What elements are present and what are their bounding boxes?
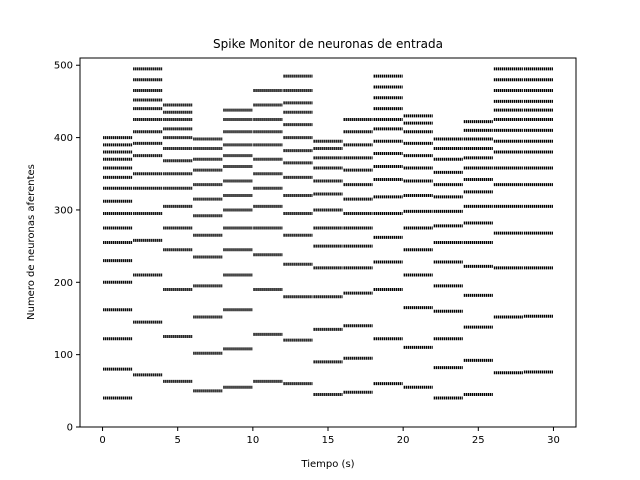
y-tick-label: 500 <box>54 61 73 72</box>
x-axis-label: Tiempo (s) <box>300 459 354 470</box>
y-tick-label: 200 <box>54 278 73 289</box>
x-tick-label: 10 <box>246 435 259 446</box>
x-tick-label: 25 <box>472 435 485 446</box>
y-axis-ticks: 0 100 200 300 400 500 <box>54 61 80 434</box>
spike-markers <box>103 67 553 400</box>
y-axis-label: Numero de neuronas aferentes <box>26 164 37 320</box>
y-tick-label: 300 <box>54 205 73 216</box>
y-tick-label: 400 <box>54 133 73 144</box>
y-tick-label: 100 <box>54 350 73 361</box>
chart-title: Spike Monitor de neuronas de entrada <box>213 37 443 51</box>
x-tick-label: 5 <box>175 435 181 446</box>
y-tick-label: 0 <box>67 423 73 434</box>
x-tick-label: 30 <box>547 435 560 446</box>
x-tick-label: 15 <box>322 435 335 446</box>
x-tick-label: 20 <box>397 435 410 446</box>
x-tick-label: 0 <box>99 435 105 446</box>
x-axis-ticks: 0 5 10 15 20 25 30 <box>99 427 560 446</box>
